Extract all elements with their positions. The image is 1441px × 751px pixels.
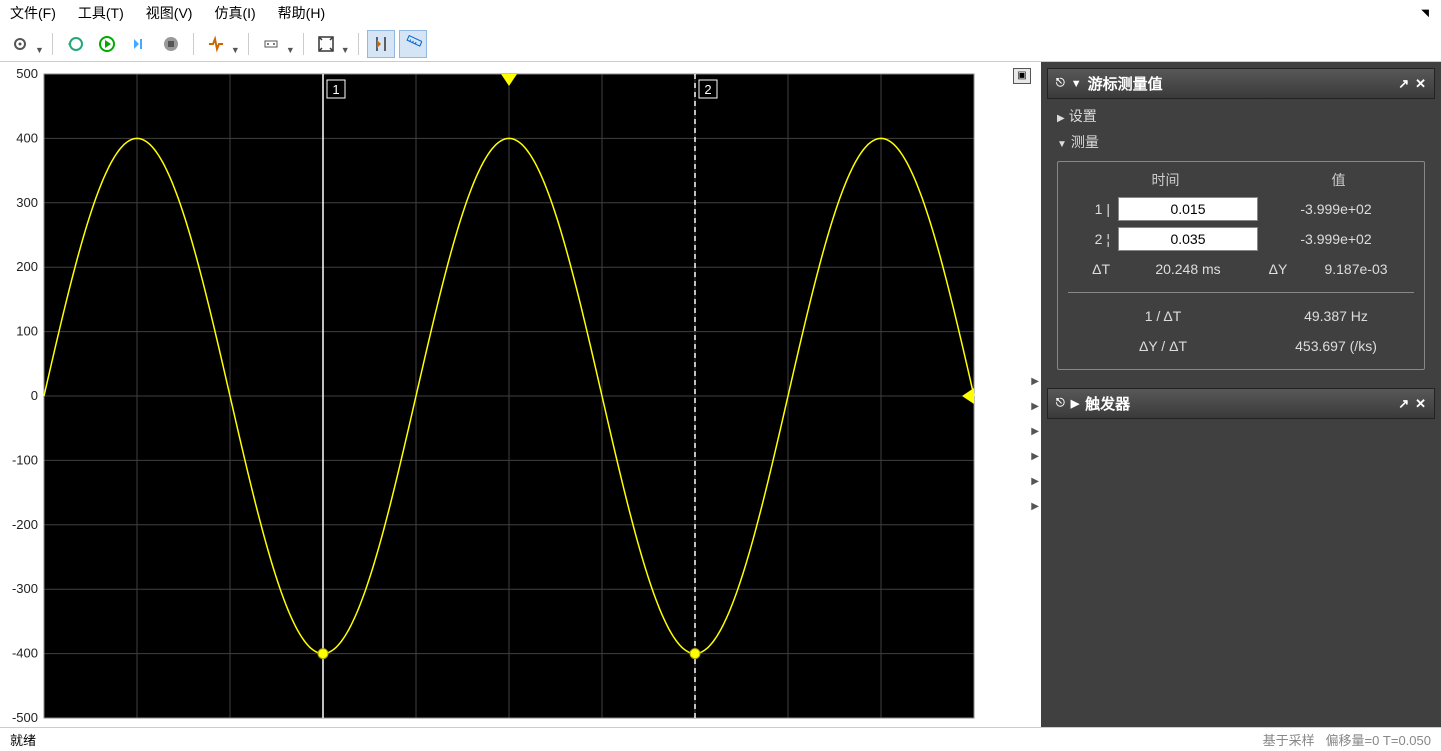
cursor-panel-body: ▶设置 ▼测量 时间 值 1 | -3.999e+02 2 ¦ (1047, 99, 1435, 380)
pin-icon: ⎋ (1056, 397, 1065, 410)
close-icon[interactable]: ✕ (1415, 76, 1426, 92)
svg-text:-200: -200 (12, 517, 38, 532)
divider (1068, 292, 1414, 293)
svg-text:400: 400 (16, 130, 38, 145)
signal-dropdown-icon[interactable]: ▼ (231, 33, 240, 55)
run-button[interactable] (93, 30, 121, 58)
main-area: 00.0050.010.0150.020.0250.030.0350.040.0… (0, 62, 1441, 727)
measurement-table: 时间 值 1 | -3.999e+02 2 ¦ -3.999e+02 Δ (1057, 161, 1425, 370)
status-right: 基于采样 偏移量=0 T=0.050 (1263, 730, 1431, 749)
cursor-2-time-input[interactable] (1118, 227, 1258, 251)
trigger-panel: ⎋ ▶ 触发器 ↗ ✕ (1047, 388, 1435, 419)
settings-button[interactable] (6, 30, 34, 58)
dt-row: ΔT 20.248 ms ΔY 9.187e-03 (1068, 254, 1414, 284)
toolbar-separator (248, 33, 249, 55)
settings-section[interactable]: ▶设置 (1057, 103, 1425, 129)
svg-text:-100: -100 (12, 452, 38, 467)
cursor-row-1: 1 | -3.999e+02 (1068, 194, 1414, 224)
invdt-row: 1 / ΔT 49.387 Hz (1068, 301, 1414, 331)
step-button[interactable] (125, 30, 153, 58)
measure-section[interactable]: ▼测量 (1057, 129, 1425, 155)
svg-text:100: 100 (16, 324, 38, 339)
side-arrow-markers: ▶▶▶▶▶▶ (1031, 376, 1039, 512)
toolbar-separator (52, 33, 53, 55)
pin-icon: ⎋ (1056, 77, 1065, 90)
cursor-panel: ⎋ ▼ 游标测量值 ↗ ✕ ▶设置 ▼测量 时间 值 1 | (1047, 68, 1435, 380)
stop-button[interactable] (157, 30, 185, 58)
close-icon[interactable]: ✕ (1415, 396, 1426, 412)
maximize-plot-icon[interactable]: ▣ (1013, 68, 1031, 84)
minimize-icon[interactable]: ◥ (1421, 8, 1429, 19)
dy-value: 9.187e-03 (1298, 261, 1414, 277)
popout-icon[interactable]: ↗ (1398, 76, 1409, 92)
plot-pane: 00.0050.010.0150.020.0250.030.0350.040.0… (0, 62, 1041, 727)
dt-label: ΔT (1068, 261, 1118, 277)
popout-icon[interactable]: ↗ (1398, 396, 1409, 412)
svg-text:-300: -300 (12, 581, 38, 596)
plot-container: 00.0050.010.0150.020.0250.030.0350.040.0… (4, 66, 1037, 686)
svg-text:-400: -400 (12, 646, 38, 661)
toolbar-separator (358, 33, 359, 55)
zoom-fit-button[interactable] (312, 30, 340, 58)
toolbar-separator (303, 33, 304, 55)
settings-dropdown-icon[interactable]: ▼ (35, 33, 44, 55)
ruler-toggle-button[interactable] (399, 30, 427, 58)
dt-value: 20.248 ms (1118, 261, 1258, 277)
header-time: 时间 (1068, 170, 1263, 190)
menu-help[interactable]: 帮助(H) (274, 1, 329, 25)
svg-text:200: 200 (16, 259, 38, 274)
status-bar: 就绪 基于采样 偏移量=0 T=0.050 (0, 727, 1441, 751)
menu-file[interactable]: 文件(F) (6, 1, 60, 25)
cursor-2-value: -3.999e+02 (1258, 231, 1414, 247)
highlight-button[interactable] (257, 30, 285, 58)
trigger-panel-title: 触发器 (1085, 393, 1130, 414)
cursor-row-2: 2 ¦ -3.999e+02 (1068, 224, 1414, 254)
highlight-dropdown-icon[interactable]: ▼ (286, 33, 295, 55)
svg-text:0: 0 (31, 388, 38, 403)
invdt-value: 49.387 Hz (1258, 308, 1414, 324)
menu-simulation[interactable]: 仿真(I) (210, 1, 259, 25)
toolbar: ▼ ▼ ▼ ▼ (0, 26, 1441, 62)
svg-text:300: 300 (16, 195, 38, 210)
zoom-dropdown-icon[interactable]: ▼ (341, 33, 350, 55)
slope-row: ΔY / ΔT 453.697 (/ks) (1068, 331, 1414, 361)
menu-bar: 文件(F) 工具(T) 视图(V) 仿真(I) 帮助(H) ◥ (0, 0, 1441, 26)
svg-text:-500: -500 (12, 710, 38, 725)
cursor-toggle-button[interactable] (367, 30, 395, 58)
invdt-label: 1 / ΔT (1068, 308, 1258, 324)
svg-text:500: 500 (16, 66, 38, 81)
cursor-1-label: 1 | (1068, 201, 1118, 217)
cursor-1-time-input[interactable] (1118, 197, 1258, 221)
collapse-icon: ▼ (1071, 78, 1082, 90)
cursor-2-label: 2 ¦ (1068, 231, 1118, 247)
history-button[interactable] (61, 30, 89, 58)
header-value: 值 (1263, 170, 1414, 190)
measure-header: 时间 值 (1068, 170, 1414, 190)
cursor-panel-header[interactable]: ⎋ ▼ 游标测量值 ↗ ✕ (1047, 68, 1435, 99)
menu-tools[interactable]: 工具(T) (74, 1, 128, 25)
expand-icon: ▶ (1071, 397, 1079, 410)
cursor-panel-title: 游标测量值 (1088, 73, 1163, 94)
toolbar-separator (193, 33, 194, 55)
scope-plot[interactable]: 00.0050.010.0150.020.0250.030.0350.040.0… (4, 66, 984, 727)
slope-label: ΔY / ΔT (1068, 338, 1258, 354)
side-panels: ⎋ ▼ 游标测量值 ↗ ✕ ▶设置 ▼测量 时间 值 1 | (1041, 62, 1441, 727)
cursor-1-value: -3.999e+02 (1258, 201, 1414, 217)
svg-text:1: 1 (332, 82, 339, 97)
menu-view[interactable]: 视图(V) (142, 1, 197, 25)
trigger-panel-header[interactable]: ⎋ ▶ 触发器 ↗ ✕ (1047, 388, 1435, 419)
svg-text:2: 2 (704, 82, 711, 97)
dy-label: ΔY (1258, 261, 1298, 277)
slope-value: 453.697 (/ks) (1258, 338, 1414, 354)
status-left: 就绪 (10, 730, 36, 749)
signal-button[interactable] (202, 30, 230, 58)
